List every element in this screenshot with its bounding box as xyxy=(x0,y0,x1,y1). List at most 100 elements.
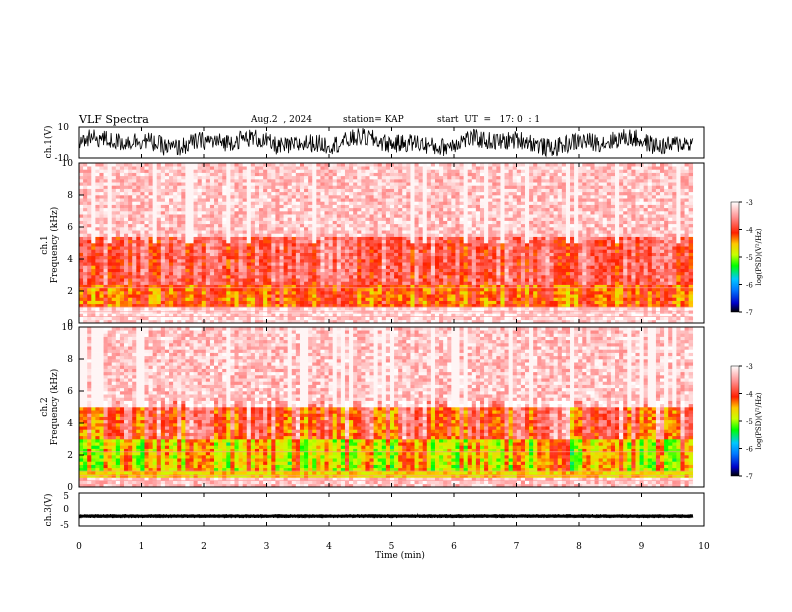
spectrogram-cell xyxy=(430,233,436,237)
spectrogram-cell xyxy=(136,220,141,225)
spectrogram-cell xyxy=(242,252,248,257)
spectrogram-cell xyxy=(672,316,677,321)
spectrogram-cell xyxy=(606,230,612,234)
spectrogram-cell xyxy=(541,297,546,301)
spectrogram-cell xyxy=(140,316,145,321)
spectrogram-cell xyxy=(320,275,325,279)
spectrogram-cell xyxy=(119,291,125,295)
spectrogram-cell xyxy=(124,316,129,321)
spectrogram-cell xyxy=(148,275,153,279)
spectrogram-cell xyxy=(565,281,571,285)
spectrogram-cell xyxy=(639,287,644,292)
spectrogram-cell xyxy=(99,246,104,250)
spectrogram-cell xyxy=(234,300,239,305)
spectrogram-cell xyxy=(524,271,530,276)
spectrogram-cell xyxy=(635,262,640,266)
spectrogram-cell xyxy=(684,271,689,276)
spectrogram-cell xyxy=(83,303,88,308)
spectrogram-cell xyxy=(410,262,415,266)
spectrogram-cell xyxy=(197,239,203,244)
spectrogram-cell xyxy=(414,319,419,324)
spectrogram-cell xyxy=(488,230,493,234)
spectrogram-cell xyxy=(299,265,305,269)
spectrogram-cell xyxy=(533,303,538,308)
spectrogram-cell xyxy=(541,223,546,228)
spectrogram-cell xyxy=(647,287,653,292)
spectrogram-cell xyxy=(688,291,694,295)
spectrogram-cell xyxy=(91,313,96,317)
spectrogram-cell xyxy=(545,278,550,282)
spectrogram-cell xyxy=(332,243,338,247)
spectrogram-cell xyxy=(193,217,198,221)
spectrogram-cell xyxy=(185,287,190,292)
spectrogram-cell xyxy=(463,278,469,282)
spectrogram-cell xyxy=(537,271,542,276)
spectrogram-cell xyxy=(124,262,129,266)
spectrogram-cell xyxy=(582,316,587,321)
spectrogram-cell xyxy=(500,303,505,308)
spectrogram-cell xyxy=(246,262,252,266)
spectrogram-cell xyxy=(287,252,293,257)
spectrogram-cell xyxy=(214,294,219,298)
spectrogram-cell xyxy=(369,230,374,234)
spectrogram-cell xyxy=(422,259,428,263)
spectrogram-cell xyxy=(267,246,272,250)
spectrogram-cell xyxy=(394,281,399,285)
spectrogram-cell xyxy=(504,294,509,298)
spectrogram-cell xyxy=(643,287,649,292)
spectrogram-cell xyxy=(578,246,583,250)
spectrogram-cell xyxy=(103,236,108,241)
spectrogram-cell xyxy=(504,316,509,321)
spectrogram-cell xyxy=(545,220,550,225)
spectrogram-cell xyxy=(205,294,211,298)
spectrogram-cell xyxy=(471,223,477,228)
spectrogram-cell xyxy=(549,316,554,321)
spectrogram-cell xyxy=(181,316,186,321)
spectrogram-cell xyxy=(103,265,108,269)
spectrogram-cell xyxy=(647,303,653,308)
spectrogram-cell xyxy=(254,230,260,234)
spectrogram-cell xyxy=(553,249,559,253)
spectrogram-cell xyxy=(103,278,108,282)
spectrogram-cell xyxy=(357,297,362,301)
spectrogram-cell xyxy=(688,236,694,241)
spectrogram-cell xyxy=(128,246,133,250)
spectrogram-cell xyxy=(430,294,436,298)
spectrogram-cell xyxy=(365,243,370,247)
spectrogram-cell xyxy=(406,236,411,241)
spectrogram-cell xyxy=(222,239,227,244)
spectrogram-cell xyxy=(205,300,211,305)
spectrogram-cell xyxy=(365,236,370,241)
spectrogram-cell xyxy=(582,303,587,308)
spectrogram-cell xyxy=(627,259,632,263)
spectrogram-cell xyxy=(373,262,378,266)
spectrogram-cell xyxy=(627,223,632,228)
spectrogram-cell xyxy=(79,278,84,282)
spectrogram-cell xyxy=(357,236,362,241)
spectrogram-cell xyxy=(291,294,297,298)
spectrogram-cell xyxy=(398,319,403,324)
spectrogram-cell xyxy=(680,278,685,282)
spectrogram-cell xyxy=(205,243,211,247)
spectrogram-cell xyxy=(103,297,108,301)
spectrogram-cell xyxy=(242,233,248,237)
spectrogram-cell xyxy=(271,249,276,253)
spectrogram-cell xyxy=(79,236,84,241)
spectrogram-cell xyxy=(459,239,464,244)
spectrogram-cell xyxy=(651,271,657,276)
spectrogram-cell xyxy=(230,287,235,292)
spectrogram-cell xyxy=(185,252,190,257)
spectrogram-cell xyxy=(467,262,473,266)
spectrogram-cell xyxy=(439,307,444,311)
spectrogram-cell xyxy=(209,307,215,311)
spectrogram-cell xyxy=(570,262,575,266)
spectrogram-cell xyxy=(402,316,407,321)
spectrogram-cell xyxy=(308,262,313,266)
spectrogram-cell xyxy=(512,291,518,295)
spectrogram-cell xyxy=(136,262,141,266)
spectrogram-cell xyxy=(635,303,640,308)
spectrogram-cell xyxy=(471,239,477,244)
spectrogram-cell xyxy=(389,259,395,263)
spectrogram-cell xyxy=(349,265,354,269)
spectrogram-cell xyxy=(484,284,489,289)
